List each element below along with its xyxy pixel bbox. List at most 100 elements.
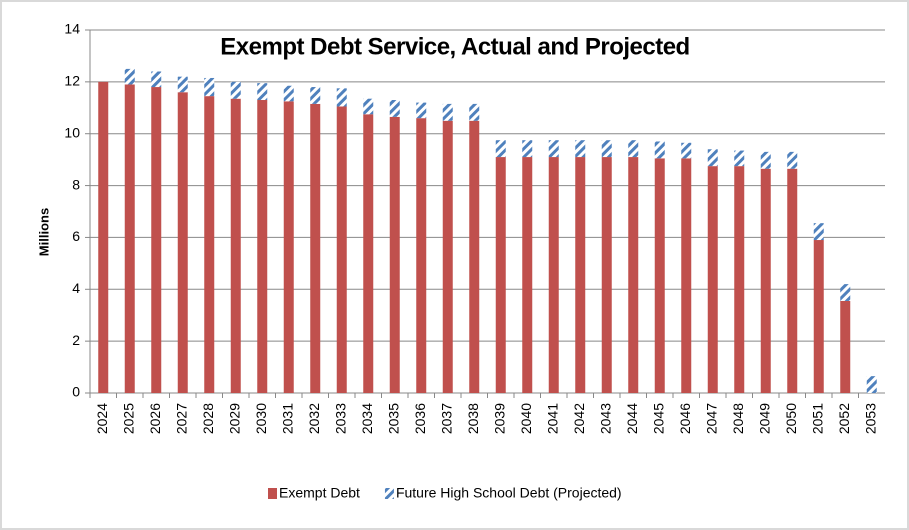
bar-segment xyxy=(469,103,480,121)
legend-label: Future High School Debt (Projected) xyxy=(396,485,622,501)
bar-segment xyxy=(310,87,321,104)
x-tick-label: 2053 xyxy=(862,403,878,434)
plot-area xyxy=(90,30,885,393)
bar-segment xyxy=(840,300,851,393)
x-tick-label: 2050 xyxy=(783,403,799,434)
bar-segment xyxy=(707,166,718,393)
x-tick-label: 2025 xyxy=(120,403,136,434)
bar-segment xyxy=(363,114,374,394)
bar-segment xyxy=(575,140,586,158)
bar-segment xyxy=(204,77,215,97)
chart-title: Exempt Debt Service, Actual and Projecte… xyxy=(220,33,689,60)
bar-segment xyxy=(575,157,586,393)
bar-segment xyxy=(760,168,771,393)
bar-segment xyxy=(628,140,639,158)
bar-segment xyxy=(336,88,347,107)
bar-segment xyxy=(389,116,400,393)
x-tick-label: 2045 xyxy=(650,403,666,434)
bar-segment xyxy=(760,151,771,169)
bar-segment xyxy=(601,157,612,393)
bar-segment xyxy=(124,84,135,393)
bar-segment xyxy=(416,118,427,394)
y-tick-label: 4 xyxy=(72,280,80,296)
legend-label: Exempt Debt xyxy=(279,485,360,501)
x-tick-label: 2052 xyxy=(836,403,852,434)
bar-segment xyxy=(628,157,639,393)
x-tick-label: 2029 xyxy=(226,403,242,434)
bar-segment xyxy=(522,157,533,393)
x-tick-label: 2048 xyxy=(730,403,746,434)
x-tick-label: 2043 xyxy=(597,403,613,434)
x-tick-label: 2041 xyxy=(544,403,560,434)
x-tick-label: 2047 xyxy=(703,403,719,434)
y-tick-label: 0 xyxy=(72,384,80,400)
x-tick-label: 2042 xyxy=(571,403,587,434)
bar-segment xyxy=(495,157,506,393)
x-tick-label: 2051 xyxy=(809,403,825,434)
bar-segment xyxy=(177,76,188,93)
bar-segment xyxy=(230,81,241,99)
y-tick-label: 2 xyxy=(72,332,80,348)
bar-segment xyxy=(734,150,745,167)
legend-swatch xyxy=(268,488,277,499)
y-tick-label: 14 xyxy=(64,21,80,37)
bar-segment xyxy=(495,140,506,158)
x-tick-label: 2024 xyxy=(94,403,110,434)
x-tick-label: 2026 xyxy=(147,403,163,434)
x-tick-label: 2035 xyxy=(385,403,401,434)
bar-segment xyxy=(151,87,162,394)
bar-segment xyxy=(151,71,162,88)
bar-segment xyxy=(442,103,453,121)
bar-segment xyxy=(866,376,877,393)
bar-segment xyxy=(734,166,745,393)
x-tick-label: 2040 xyxy=(518,403,534,434)
x-tick-label: 2032 xyxy=(306,403,322,434)
x-tick-label: 2037 xyxy=(438,403,454,434)
x-tick-label: 2046 xyxy=(677,403,693,434)
bar-segment xyxy=(257,100,268,393)
x-tick-label: 2033 xyxy=(332,403,348,434)
y-tick-label: 6 xyxy=(72,228,80,244)
x-tick-label: 2028 xyxy=(200,403,216,434)
x-tick-label: 2031 xyxy=(279,403,295,434)
bar-segment xyxy=(548,157,559,393)
y-tick-label: 8 xyxy=(72,176,80,192)
bar-segment xyxy=(787,151,798,169)
x-tick-label: 2030 xyxy=(253,403,269,434)
bar-segment xyxy=(177,92,188,393)
bar-segment xyxy=(654,141,665,159)
bar-segment xyxy=(442,120,453,393)
bar-segment xyxy=(654,158,665,393)
x-tick-label: 2027 xyxy=(173,403,189,434)
y-tick-label: 10 xyxy=(64,124,80,140)
x-tick-label: 2044 xyxy=(624,403,640,434)
bar-segment xyxy=(257,83,268,101)
x-tick-label: 2039 xyxy=(491,403,507,434)
bar-segment xyxy=(787,168,798,393)
bar-segment xyxy=(124,68,135,85)
x-tick-label: 2038 xyxy=(465,403,481,434)
bar-segment xyxy=(310,103,321,394)
bar-segment xyxy=(601,140,612,158)
bar-segment xyxy=(389,100,400,117)
bar-segment xyxy=(840,284,851,301)
legend-swatch xyxy=(384,488,394,499)
x-tick-label: 2036 xyxy=(412,403,428,434)
bar-segment xyxy=(283,85,294,102)
bar-segment xyxy=(707,149,718,167)
bar-segment xyxy=(469,120,480,393)
x-tick-label: 2034 xyxy=(359,403,375,434)
bar-segment xyxy=(681,158,692,393)
bar-segment xyxy=(98,81,109,393)
bar-segment xyxy=(522,140,533,158)
y-tick-label: 12 xyxy=(64,73,80,89)
bar-segment xyxy=(681,142,692,159)
bar-segment xyxy=(813,223,824,241)
bar-segment xyxy=(416,102,427,119)
bar-segment xyxy=(548,140,559,158)
x-tick-label: 2049 xyxy=(756,403,772,434)
bar-segment xyxy=(204,96,215,393)
bar-segment xyxy=(813,240,824,393)
bar-segment xyxy=(336,106,347,393)
